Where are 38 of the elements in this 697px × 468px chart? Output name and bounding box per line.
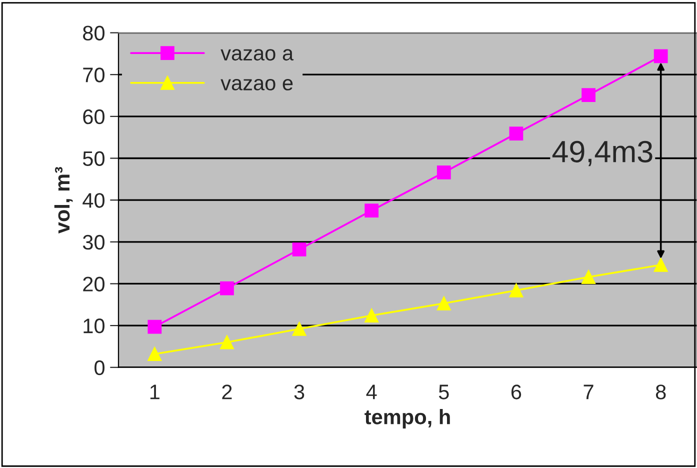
- point: [582, 270, 596, 284]
- point: [364, 308, 379, 322]
- point: [292, 242, 306, 256]
- point: [292, 322, 306, 336]
- x-tick-label: 5: [438, 384, 449, 400]
- x-axis-title: tempo, h: [364, 409, 450, 428]
- point: [582, 88, 596, 102]
- y-tick-label: 40: [82, 193, 104, 208]
- y-tick-label: 70: [83, 68, 104, 82]
- point: [654, 49, 668, 64]
- y-tick-label: 80: [83, 26, 104, 41]
- point: [436, 166, 451, 180]
- point: [148, 347, 162, 361]
- y-tick-label: 60: [83, 109, 104, 124]
- point: [220, 335, 234, 350]
- y-tick-label: 10: [84, 318, 104, 334]
- x-tick-label: 2: [222, 384, 232, 400]
- legend-label: vazao e: [220, 78, 293, 90]
- x-tick-label: 4: [366, 384, 377, 400]
- point: [148, 320, 162, 334]
- point: [364, 204, 379, 218]
- y-tick-label: 0: [94, 360, 104, 376]
- y-tick-label: 30: [82, 234, 104, 250]
- x-tick-label: 7: [584, 384, 594, 400]
- x-tick-label: 6: [511, 384, 522, 400]
- x-tick-label: 1: [150, 384, 160, 400]
- point: [220, 281, 234, 296]
- y-tick-label: 20: [83, 276, 104, 292]
- x-tick-label: 8: [656, 384, 666, 400]
- annotation: 49,4m3: [552, 140, 652, 166]
- x-tick-label: 3: [294, 384, 304, 400]
- y-tick-label: 50: [82, 151, 104, 166]
- point: [436, 296, 451, 310]
- y-axis-title: vol, m³: [54, 166, 73, 234]
- point: [654, 258, 668, 272]
- point: [509, 283, 524, 298]
- point: [509, 126, 524, 141]
- legend-label: vazao a: [220, 49, 294, 61]
